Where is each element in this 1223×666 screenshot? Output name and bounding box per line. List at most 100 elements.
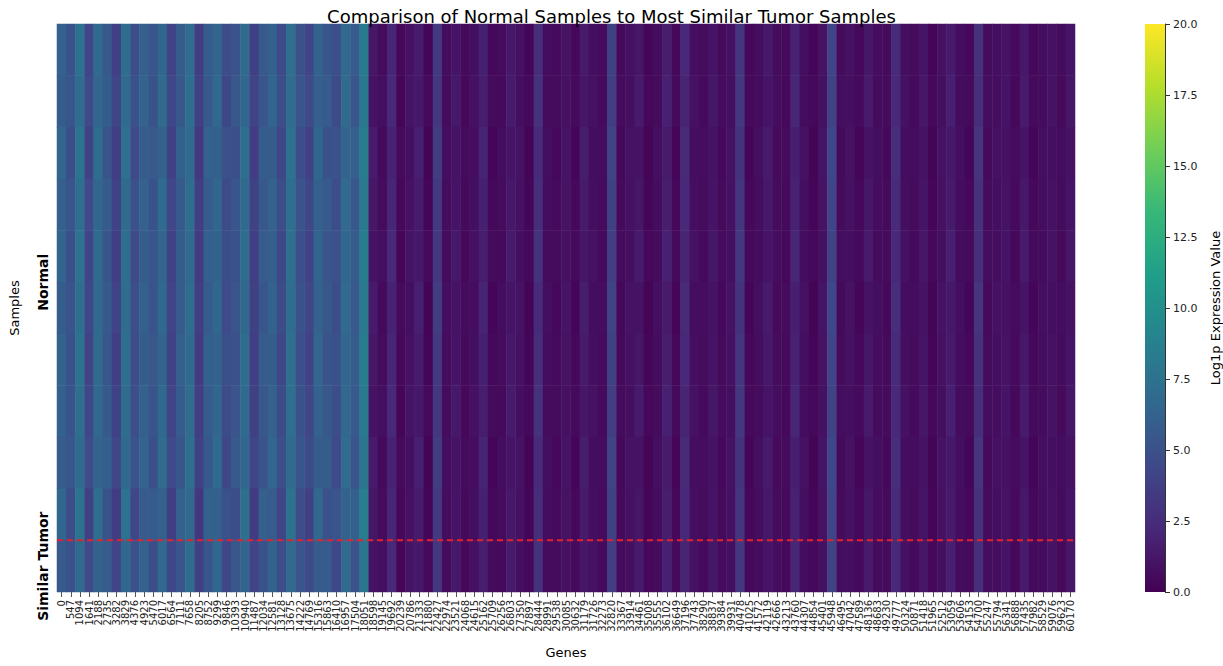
svg-text:30085: 30085 [560,600,572,632]
svg-text:3829: 3829 [120,600,132,626]
svg-text:15.0: 15.0 [1173,160,1198,173]
svg-text:45401: 45401 [817,600,829,632]
svg-text:35555: 35555 [652,600,664,632]
svg-text:13675: 13675 [285,600,297,632]
svg-text:49230: 49230 [881,600,893,632]
svg-text:43760: 43760 [789,600,801,632]
svg-text:5.0: 5.0 [1173,444,1191,457]
svg-text:20.0: 20.0 [1173,18,1198,31]
svg-text:48683: 48683 [872,600,884,632]
svg-text:20239: 20239 [395,600,407,632]
svg-text:27350: 27350 [514,600,526,632]
svg-text:12.5: 12.5 [1173,231,1198,244]
svg-text:14769: 14769 [303,600,315,632]
svg-text:44854: 44854 [808,600,820,632]
svg-text:26256: 26256 [496,600,508,632]
svg-text:6564: 6564 [166,600,178,626]
svg-text:7.5: 7.5 [1173,373,1191,386]
svg-text:13128: 13128 [276,600,288,632]
svg-text:24068: 24068 [459,600,471,632]
svg-text:38837: 38837 [707,600,719,632]
svg-text:33914: 33914 [624,600,636,632]
svg-text:20786: 20786 [404,600,416,632]
svg-text:Normal: Normal [35,254,51,311]
svg-text:12034: 12034 [257,600,269,632]
svg-text:25709: 25709 [487,600,499,632]
svg-text:21333: 21333 [413,600,425,632]
svg-text:24615: 24615 [468,600,480,632]
svg-text:16410: 16410 [331,600,343,632]
svg-text:39384: 39384 [716,600,728,632]
svg-text:7658: 7658 [184,600,196,626]
svg-text:7111: 7111 [175,600,187,626]
svg-text:14222: 14222 [294,600,306,632]
svg-text:15316: 15316 [312,600,324,632]
svg-text:22427: 22427 [432,600,444,632]
svg-text:3282: 3282 [111,600,123,626]
svg-text:37743: 37743 [688,600,700,632]
svg-text:33367: 33367 [615,600,627,632]
svg-text:31179: 31179 [578,600,590,632]
svg-text:17504: 17504 [349,600,361,632]
svg-text:27897: 27897 [523,600,535,632]
svg-text:Comparison of Normal Samples t: Comparison of Normal Samples to Most Sim… [327,6,896,27]
svg-text:60170: 60170 [1065,600,1076,632]
svg-text:41572: 41572 [753,600,765,632]
svg-text:4376: 4376 [129,600,141,626]
svg-text:29538: 29538 [551,600,563,632]
svg-text:21880: 21880 [422,600,434,632]
svg-text:36102: 36102 [661,600,673,632]
svg-text:42666: 42666 [771,600,783,632]
svg-text:48136: 48136 [863,600,875,632]
svg-text:51418: 51418 [918,600,930,632]
svg-text:1641: 1641 [83,600,95,626]
svg-text:16957: 16957 [340,600,352,632]
svg-text:9846: 9846 [221,600,233,626]
svg-text:37196: 37196 [679,600,691,632]
svg-text:Log1p Expression Value: Log1p Expression Value [1208,231,1223,385]
svg-text:47042: 47042 [844,600,856,632]
svg-text:50324: 50324 [899,600,911,632]
svg-text:36649: 36649 [670,600,682,632]
svg-text:0.0: 0.0 [1173,586,1191,599]
svg-text:23521: 23521 [450,600,462,632]
svg-text:8205: 8205 [193,600,205,626]
svg-text:5470: 5470 [147,600,159,626]
svg-text:19145: 19145 [377,600,389,632]
svg-text:22974: 22974 [441,600,453,632]
svg-text:2.5: 2.5 [1173,515,1191,528]
svg-text:2735: 2735 [101,600,113,626]
svg-text:38290: 38290 [698,600,710,632]
svg-text:4923: 4923 [138,600,150,626]
svg-text:1094: 1094 [74,600,86,626]
svg-text:Genes: Genes [545,645,586,660]
svg-text:26803: 26803 [505,600,517,632]
svg-text:51965: 51965 [927,600,939,632]
svg-text:17.5: 17.5 [1173,89,1198,102]
svg-text:39931: 39931 [725,600,737,632]
svg-text:34461: 34461 [633,600,645,632]
svg-text:42119: 42119 [762,600,774,632]
svg-text:11487: 11487 [248,600,260,632]
svg-text:41025: 41025 [743,600,755,632]
svg-text:28991: 28991 [542,600,554,632]
svg-text:43213: 43213 [780,600,792,632]
svg-text:10940: 10940 [239,600,251,632]
svg-text:10393: 10393 [230,600,242,632]
svg-text:19692: 19692 [386,600,398,632]
svg-text:45948: 45948 [826,600,838,632]
svg-text:18051: 18051 [358,600,370,632]
svg-text:49777: 49777 [890,600,902,632]
svg-text:8752: 8752 [202,600,214,626]
svg-text:18598: 18598 [367,600,379,632]
svg-text:46495: 46495 [835,600,847,632]
svg-text:547: 547 [65,600,77,620]
svg-text:10.0: 10.0 [1173,302,1198,315]
svg-text:32273: 32273 [597,600,609,632]
svg-text:2188: 2188 [92,600,104,626]
svg-text:32820: 32820 [606,600,618,632]
svg-text:Samples: Samples [7,280,22,336]
svg-text:40478: 40478 [734,600,746,632]
svg-text:Similar Tumor: Similar Tumor [35,511,51,620]
svg-text:30632: 30632 [569,600,581,632]
